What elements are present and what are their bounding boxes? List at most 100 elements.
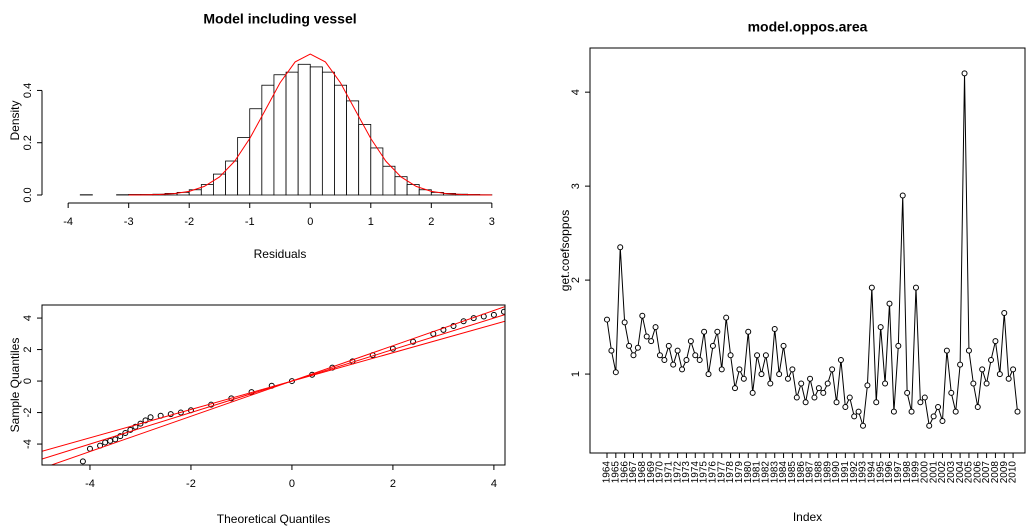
point (643, 333, 650, 340)
x-tick-label: 1 (368, 216, 374, 228)
x-tick-label: 1991 (840, 461, 851, 484)
point (992, 338, 999, 345)
x-tick-label: 1966 (619, 461, 630, 484)
x-tick-label: 2 (428, 216, 434, 228)
point (107, 437, 114, 444)
density-curve (128, 53, 492, 196)
point (912, 284, 919, 291)
point (617, 244, 624, 251)
point (873, 399, 880, 406)
point (683, 356, 690, 363)
x-tick-label: 1970 (655, 461, 666, 484)
point (824, 380, 831, 387)
point (926, 422, 933, 429)
point (630, 352, 637, 359)
point (842, 403, 849, 410)
point (784, 375, 791, 382)
point (112, 436, 119, 443)
x-tick-label: 2005 (964, 461, 975, 484)
x-tick-label: 1981 (752, 461, 763, 484)
point (957, 361, 964, 368)
point (833, 399, 840, 406)
point (723, 314, 730, 321)
x-tick-label: 0 (289, 478, 295, 490)
point (621, 319, 628, 326)
point (979, 366, 986, 373)
point (714, 328, 721, 335)
plot (79, 53, 493, 196)
point (895, 342, 902, 349)
x-tick-label: 1984 (778, 461, 789, 484)
x-tick-label: 1976 (708, 461, 719, 484)
bar (237, 137, 251, 196)
point (656, 352, 663, 359)
y-axis-label: get.coefsoppos (558, 210, 572, 291)
point (877, 324, 884, 331)
y-tick-label: 0.2 (22, 135, 34, 150)
point (652, 324, 659, 331)
x-tick-label: 2006 (972, 461, 983, 484)
plot-area (79, 53, 493, 196)
x-tick-label: 1975 (699, 461, 710, 484)
point (904, 389, 911, 396)
y-axis-label: Sample Quantiles (8, 338, 22, 433)
point (102, 439, 109, 446)
point (687, 338, 694, 345)
point (974, 403, 981, 410)
point (943, 347, 950, 354)
y-tick-label: 0.4 (22, 83, 34, 98)
point (754, 352, 761, 359)
point (634, 344, 641, 351)
bar (334, 84, 347, 196)
point (807, 375, 814, 382)
bar (370, 147, 384, 196)
y-tick-label: 2 (22, 347, 34, 353)
point (793, 394, 800, 401)
point (132, 423, 139, 430)
point (837, 356, 844, 363)
point (749, 389, 756, 396)
point (736, 366, 743, 373)
point (740, 375, 747, 382)
x-tick-label: 0 (307, 216, 313, 228)
point (79, 458, 86, 465)
point (864, 382, 871, 389)
x-tick-label: 2003 (946, 461, 957, 484)
point (137, 420, 144, 427)
point (648, 338, 655, 345)
y-tick-label: 0 (22, 378, 34, 384)
y-tick-label: 0.0 (22, 187, 34, 202)
x-tick-label: 1982 (761, 461, 772, 484)
point (117, 433, 124, 440)
bar (382, 165, 396, 196)
x-tick-label: 1978 (725, 461, 736, 484)
plot-area (603, 70, 1021, 429)
point (440, 326, 447, 333)
x-tick-label: 1999 (911, 461, 922, 484)
chart-title: Model including vessel (203, 11, 356, 27)
x-tick-label: 1987 (805, 461, 816, 484)
point (899, 192, 906, 199)
x-tick-label: 2008 (990, 461, 1001, 484)
x-tick-label: 1968 (637, 461, 648, 484)
x-tick-label: 2004 (955, 461, 966, 484)
bar (406, 184, 420, 196)
x-tick-label: 2009 (999, 461, 1010, 484)
bar (225, 160, 239, 196)
point (798, 380, 805, 387)
point (965, 347, 972, 354)
point (886, 300, 893, 307)
point (882, 380, 889, 387)
x-tick-label: 1967 (628, 461, 639, 484)
plot-frame (41, 304, 506, 466)
y-tick-label: -2 (22, 408, 34, 418)
point (661, 356, 668, 363)
point (727, 352, 734, 359)
point (983, 380, 990, 387)
x-tick-label: 4 (491, 478, 497, 490)
point (917, 399, 924, 406)
point (490, 311, 497, 318)
x-tick-label: 1997 (893, 461, 904, 484)
point (908, 408, 915, 415)
x-axis-label: Residuals (254, 247, 307, 261)
